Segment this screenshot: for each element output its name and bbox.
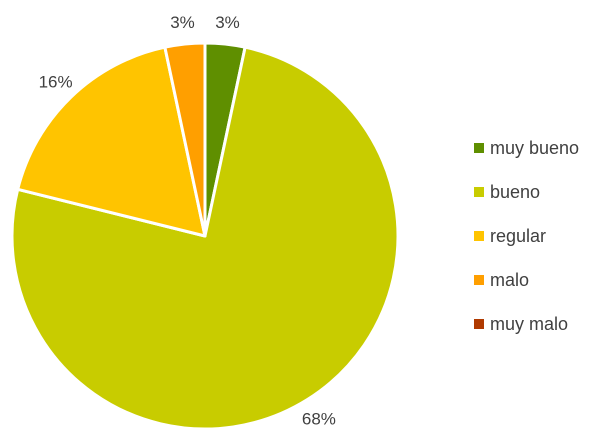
legend-swatch-bueno [474, 187, 484, 197]
legend-label-muy-bueno: muy bueno [490, 138, 579, 158]
pie-slice-bueno [10, 45, 400, 431]
legend-label-regular: regular [490, 226, 546, 246]
data-label-muy-bueno: 3% [215, 13, 240, 32]
data-label-bueno: 68% [302, 409, 336, 428]
legend-swatch-malo [474, 275, 484, 285]
pie-slices [10, 41, 400, 431]
data-labels: 3% 68% 16% 3% [39, 13, 336, 428]
legend: muy bueno bueno regular malo muy malo [474, 138, 579, 334]
legend-swatch-regular [474, 231, 484, 241]
legend-label-muy-malo: muy malo [490, 314, 568, 334]
legend-swatch-muy-malo [474, 319, 484, 329]
data-label-malo: 3% [170, 13, 195, 32]
legend-swatch-muy-bueno [474, 143, 484, 153]
legend-label-malo: malo [490, 270, 529, 290]
pie-slice-regular [16, 45, 207, 238]
pie-slice-malo [163, 41, 207, 238]
data-label-regular: 16% [39, 72, 73, 91]
legend-label-bueno: bueno [490, 182, 540, 202]
